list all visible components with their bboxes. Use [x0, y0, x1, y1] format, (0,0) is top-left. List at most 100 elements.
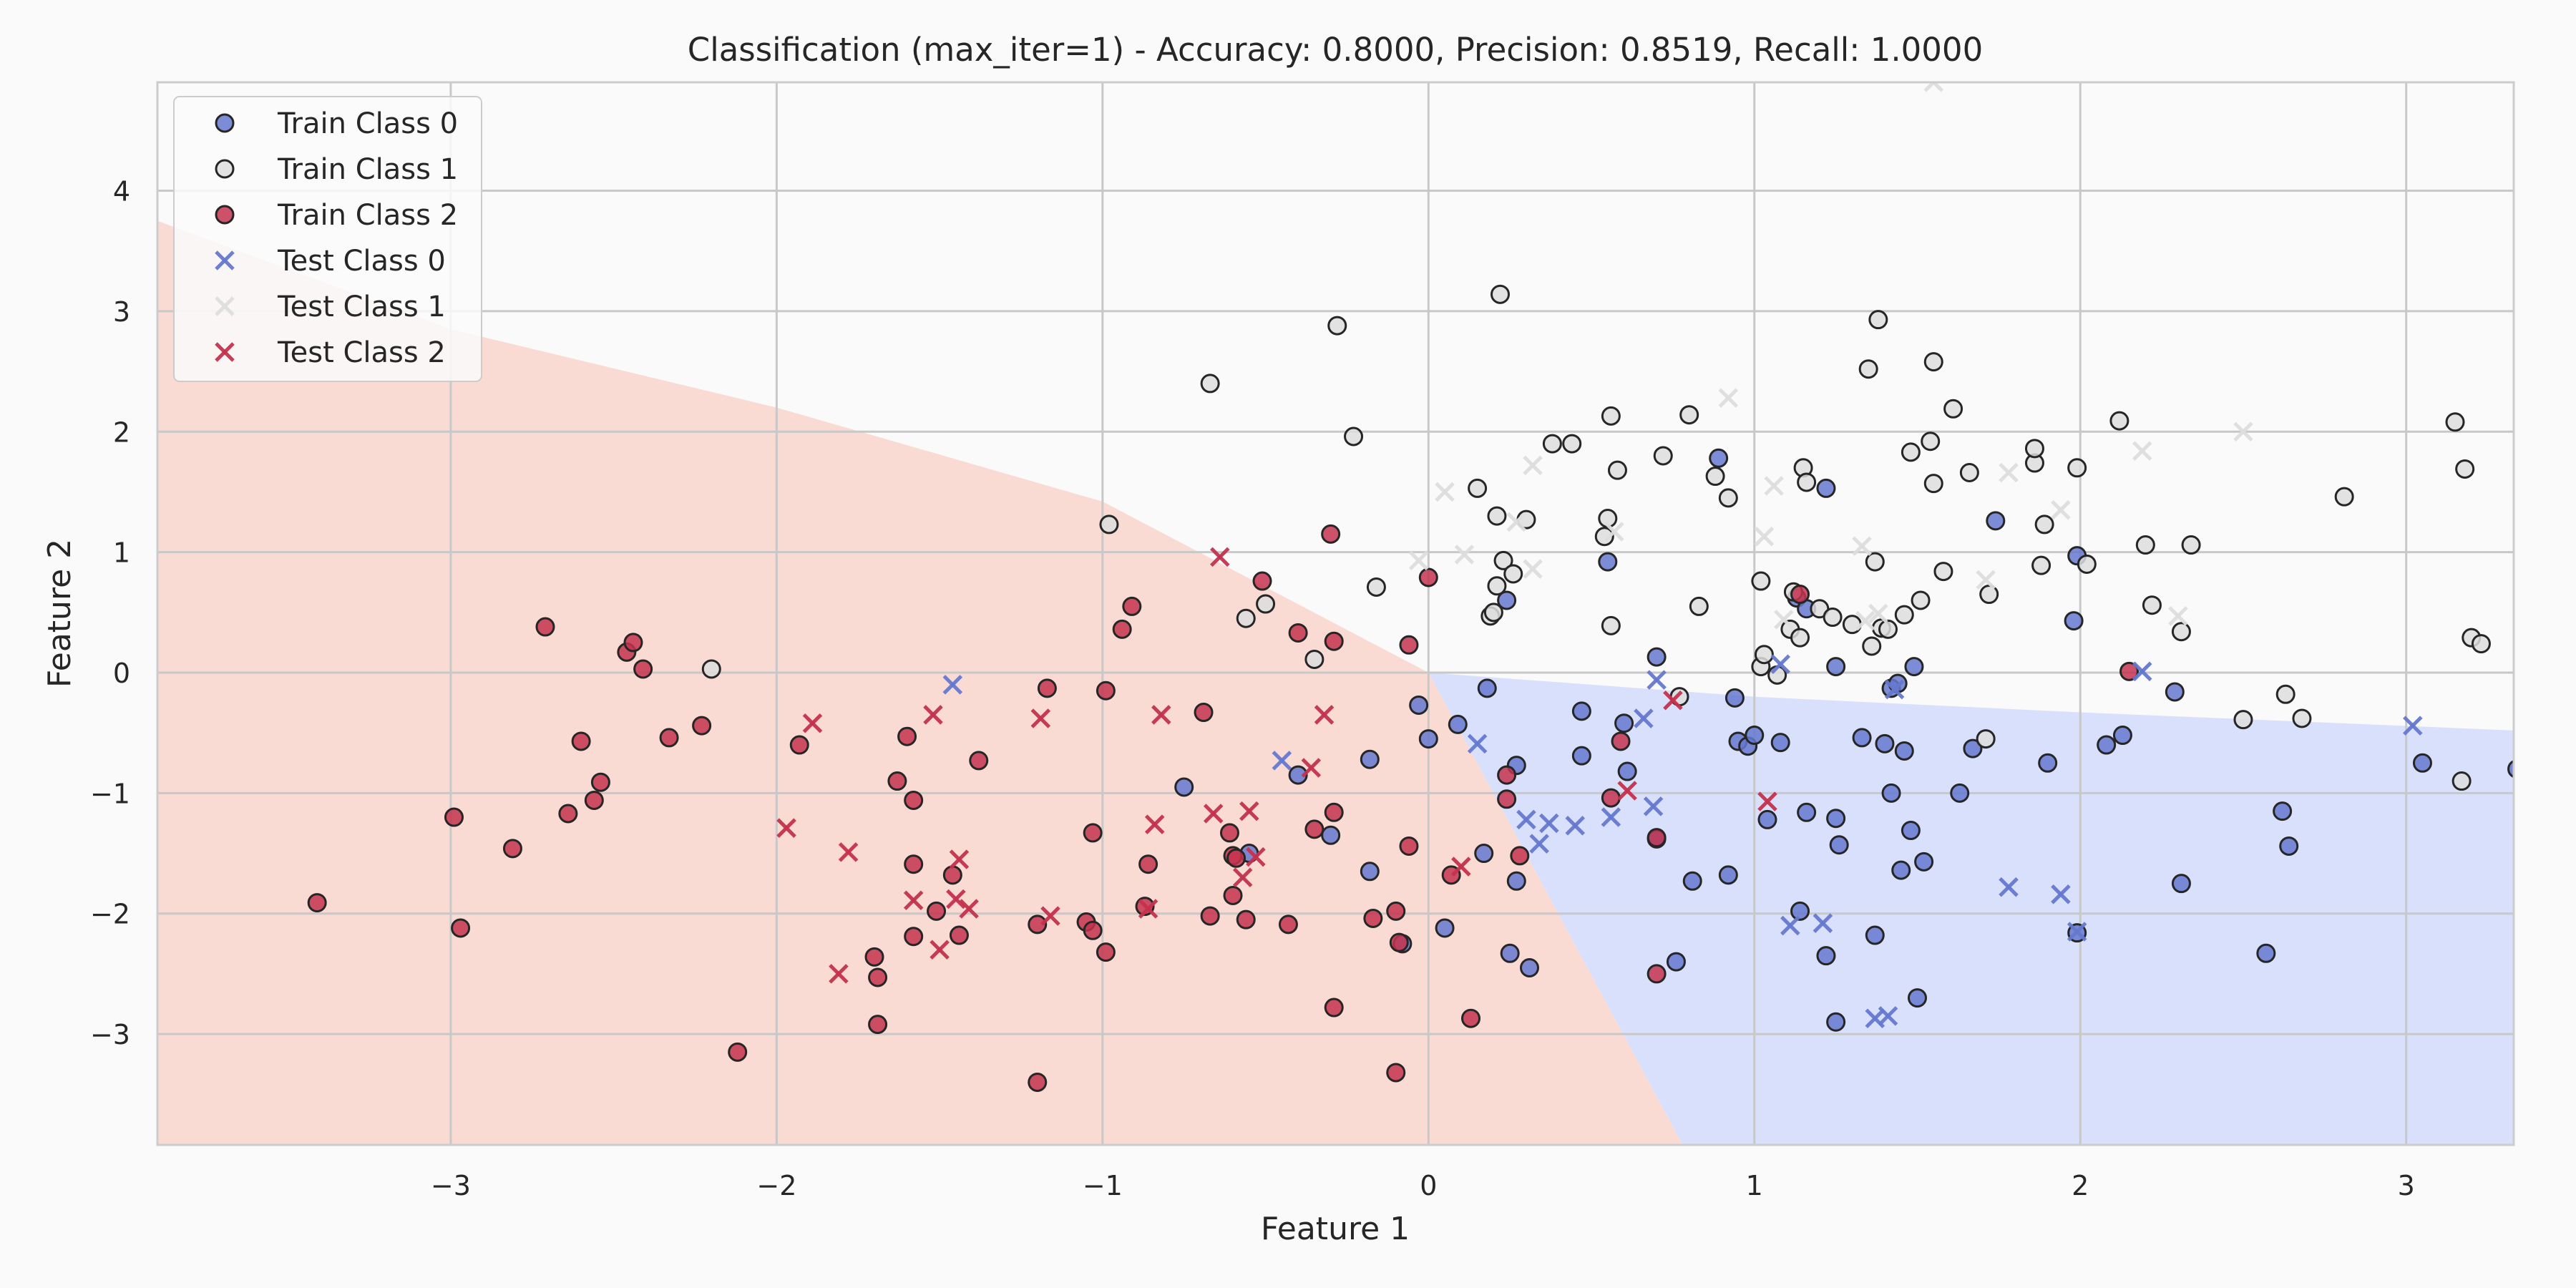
point-train-class-1 [1858, 359, 1878, 379]
point-train-class-1 [1842, 615, 1862, 635]
point-train-class-2 [623, 633, 643, 653]
point-train-class-1 [1099, 514, 1119, 535]
point-train-class-1 [2034, 514, 2054, 535]
point-train-class-1 [1923, 474, 1943, 494]
point-train-class-2 [1646, 964, 1667, 984]
x-tick-label: −2 [756, 1170, 796, 1201]
point-train-class-0 [1646, 647, 1667, 667]
point-train-class-0 [1790, 901, 1810, 921]
point-test-class-2 [1301, 758, 1322, 778]
legend-marker [215, 342, 235, 362]
legend-box [173, 96, 482, 382]
point-train-class-2 [1324, 802, 1344, 822]
point-train-class-0 [1174, 777, 1194, 797]
point-train-class-0 [1881, 783, 1901, 803]
point-train-class-1 [1601, 615, 1621, 635]
chart-title: Classification (max_iter=1) - Accuracy: … [688, 31, 1983, 69]
legend-label: Test Class 2 [277, 336, 446, 369]
point-train-class-1 [1487, 506, 1507, 526]
point-test-class-0 [1780, 915, 1800, 936]
point-train-class-0 [1321, 825, 1341, 845]
x-tick-label: 0 [1420, 1170, 1437, 1201]
point-train-class-1 [1689, 596, 1709, 616]
point-train-class-0 [1816, 946, 1836, 966]
point-train-class-0 [1888, 673, 1908, 693]
gridlines [157, 82, 2514, 1145]
point-train-class-2 [789, 735, 809, 755]
point-test-class-1 [2168, 606, 2188, 626]
point-test-class-1 [1454, 545, 1475, 565]
point-train-class-2 [1601, 788, 1621, 808]
point-test-class-0 [942, 675, 963, 695]
point-train-class-2 [502, 839, 522, 859]
point-test-class-1 [1718, 388, 1739, 408]
point-train-class-2 [1037, 678, 1057, 698]
y-tick-label: −3 [90, 1019, 130, 1050]
legend-label: Train Class 1 [277, 153, 458, 186]
point-train-class-2 [1138, 854, 1158, 874]
point-train-class-2 [1122, 596, 1142, 616]
point-train-class-1 [1878, 619, 1898, 639]
point-train-class-1 [1901, 442, 1921, 462]
x-tick-label: −1 [1083, 1170, 1123, 1201]
point-train-class-1 [1923, 352, 1943, 372]
point-train-class-0 [1986, 511, 2006, 531]
point-train-class-2 [2119, 661, 2140, 681]
x-tick-label: 2 [2072, 1170, 2089, 1201]
point-train-class-0 [1614, 713, 1634, 733]
point-test-class-0 [1272, 751, 1292, 771]
point-train-class-1 [1327, 316, 1347, 336]
point-train-class-0 [1520, 958, 1540, 977]
point-test-class-2 [1663, 690, 1683, 711]
point-test-class-1 [2233, 421, 2253, 442]
point-train-class-1 [1542, 434, 1562, 454]
point-train-class-1 [1236, 608, 1256, 628]
point-train-class-2 [1028, 1072, 1048, 1092]
legend-marker [215, 296, 235, 316]
point-train-class-1 [2233, 710, 2253, 730]
y-tick-label: 1 [113, 537, 130, 569]
point-test-class-1 [1506, 512, 1527, 532]
point-train-class-0 [2038, 753, 2058, 773]
plot-frame [156, 81, 2515, 1146]
point-test-class-2 [1246, 847, 1266, 867]
point-train-class-2 [1497, 789, 1517, 809]
point-train-class-2 [868, 967, 888, 987]
point-train-class-1 [1679, 405, 1699, 425]
point-train-class-1 [2024, 439, 2044, 459]
point-test-class-1 [1523, 559, 1543, 579]
point-train-class-1 [2451, 771, 2472, 791]
legend-label: Train Class 0 [277, 107, 458, 140]
legend-label: Test Class 0 [277, 245, 446, 278]
point-train-class-1 [1601, 406, 1621, 426]
point-train-class-1 [701, 659, 721, 679]
y-tick-label: 2 [113, 416, 130, 448]
point-train-class-0 [1409, 695, 1429, 715]
point-train-class-2 [728, 1042, 748, 1062]
point-test-class-0 [1516, 809, 1536, 830]
point-train-class-2 [1200, 906, 1220, 926]
point-train-class-1 [1483, 602, 1503, 623]
point-train-class-2 [1236, 909, 1256, 930]
point-test-class-2 [1030, 708, 1051, 728]
point-train-class-1 [1790, 628, 1810, 648]
point-train-class-1 [2142, 595, 2162, 615]
point-train-class-2 [590, 772, 610, 792]
point-test-class-2 [959, 899, 979, 919]
y-tick-label: 4 [113, 176, 130, 208]
point-train-class-2 [451, 918, 471, 938]
point-train-class-1 [2067, 458, 2087, 478]
point-train-class-2 [1219, 823, 1239, 843]
point-train-class-1 [1976, 729, 1996, 749]
point-test-class-0 [1813, 913, 1833, 933]
point-train-class-0 [2112, 726, 2132, 746]
point-test-class-2 [903, 890, 924, 910]
point-test-class-1 [1604, 522, 1624, 542]
point-train-class-2 [868, 1015, 888, 1035]
point-test-class-2 [1210, 547, 1230, 567]
point-train-class-1 [1503, 564, 1523, 584]
point-train-class-2 [904, 790, 924, 810]
point-train-class-0 [1904, 657, 1924, 677]
legend-label: Train Class 2 [277, 199, 458, 232]
point-train-class-2 [1461, 1008, 1481, 1028]
